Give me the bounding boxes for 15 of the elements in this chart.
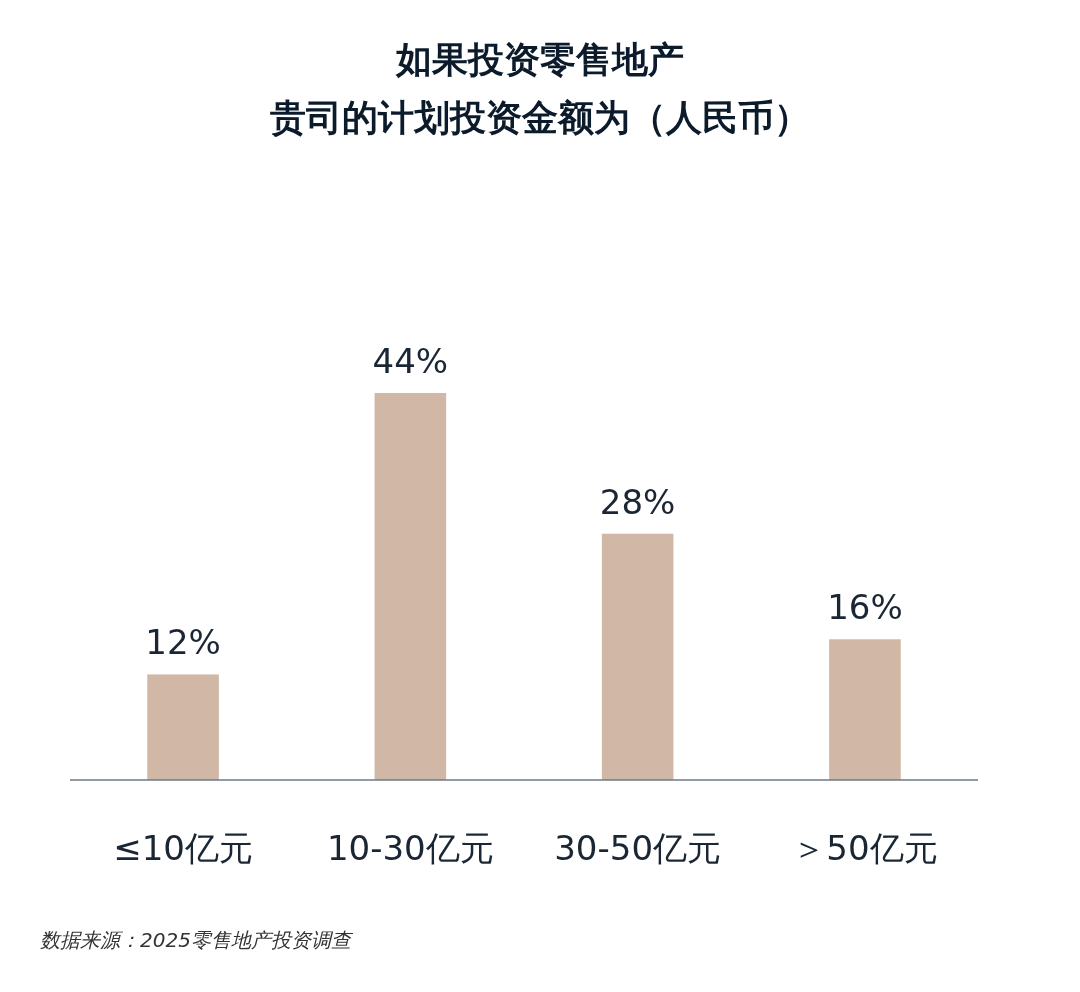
data-label: 16% — [827, 587, 903, 628]
x-tick-label: ≤10亿元 — [113, 828, 253, 868]
bar — [374, 393, 447, 780]
x-tick-label: 30-50亿元 — [554, 828, 722, 868]
data-label: 12% — [145, 622, 221, 663]
data-label: 44% — [372, 341, 449, 381]
bar — [601, 533, 674, 780]
x-tick-label: 10-30亿元 — [326, 828, 494, 868]
source-note: 数据来源：2025零售地产投资调查 — [40, 928, 354, 952]
data-label: 28% — [599, 481, 676, 522]
chart-title: 如果投资零售地产 — [395, 39, 684, 80]
bar — [829, 639, 901, 780]
chart-subtitle: 贵司的计划投资金额为（人民币） — [270, 97, 810, 138]
bar — [147, 674, 219, 780]
x-tick-label: ＞50亿元 — [792, 828, 938, 868]
